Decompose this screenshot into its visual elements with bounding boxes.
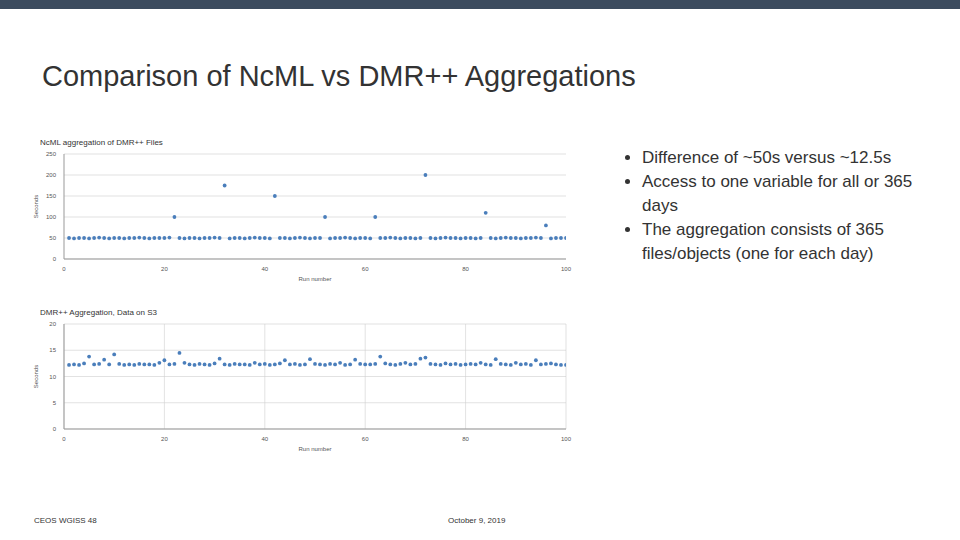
- svg-text:Seconds: Seconds: [33, 365, 39, 388]
- svg-text:0: 0: [62, 436, 66, 442]
- svg-text:150: 150: [46, 193, 57, 199]
- svg-text:80: 80: [462, 266, 469, 272]
- svg-text:60: 60: [362, 436, 369, 442]
- svg-text:20: 20: [161, 266, 168, 272]
- svg-text:Run number: Run number: [298, 276, 331, 282]
- svg-text:80: 80: [462, 436, 469, 442]
- svg-text:20: 20: [49, 321, 56, 327]
- svg-text:0: 0: [62, 266, 66, 272]
- svg-text:60: 60: [362, 266, 369, 272]
- html-text:The aggregation consists of 36: The aggregation consists of 365 files/ob…: [642, 220, 884, 263]
- svg-text:10: 10: [49, 374, 56, 380]
- svg-text:15: 15: [49, 347, 56, 353]
- html-text:DMR++ Aggregation, Data on S3: DMR++ Aggregation, Data on S3: [40, 308, 157, 317]
- svg-text:100: 100: [561, 436, 572, 442]
- svg-text:40: 40: [261, 436, 268, 442]
- html-text:Comparison of NcML vs DMR++ Ag: Comparison of NcML vs DMR++ Aggregations: [42, 60, 636, 92]
- svg-text:100: 100: [46, 214, 57, 220]
- html-text:Difference of ~50s versus ~12.: Difference of ~50s versus ~12.5s: [642, 148, 892, 167]
- svg-text:50: 50: [49, 235, 56, 241]
- svg-text:20: 20: [161, 436, 168, 442]
- svg-text:Run number: Run number: [298, 446, 331, 452]
- svg-text:5: 5: [53, 400, 57, 406]
- html-text:CEOS WGISS 48: CEOS WGISS 48: [34, 516, 97, 525]
- svg-text:100: 100: [561, 266, 572, 272]
- html-text:October 9, 2019: October 9, 2019: [448, 516, 506, 525]
- svg-text:0: 0: [53, 426, 57, 432]
- html-text:Access to one variable for all: Access to one variable for all or 365 da…: [642, 172, 913, 215]
- svg-text:Seconds: Seconds: [33, 195, 39, 218]
- svg-text:200: 200: [46, 172, 57, 178]
- svg-text:0: 0: [53, 256, 57, 262]
- svg-text:250: 250: [46, 151, 57, 157]
- html-text:NcML aggregation of DMR++ File: NcML aggregation of DMR++ Files: [40, 138, 163, 147]
- svg-text:40: 40: [261, 266, 268, 272]
